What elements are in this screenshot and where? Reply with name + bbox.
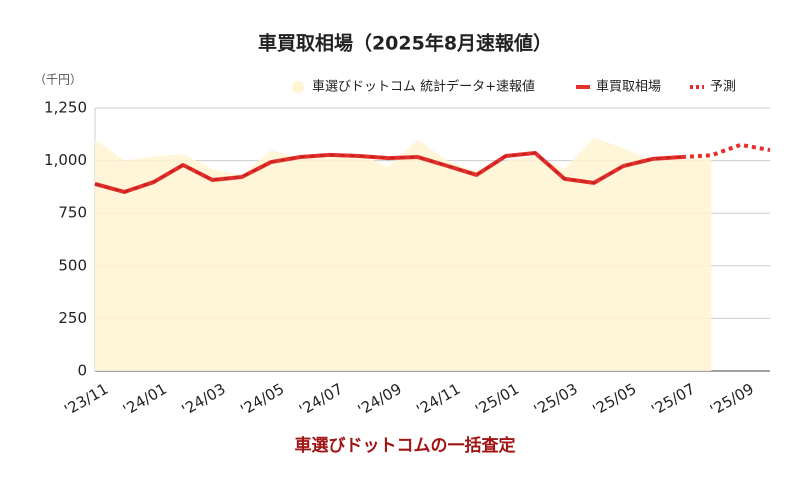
line-dash xyxy=(94,151,683,193)
y-tick-label: 1,250 xyxy=(44,99,87,117)
forecast-line xyxy=(681,142,771,160)
x-tick-label: '23/11 xyxy=(61,380,111,419)
area xyxy=(95,137,712,371)
y-tick-label: 0 xyxy=(77,362,87,380)
x-tick-label: '24/11 xyxy=(413,380,463,419)
y-tick-label: 750 xyxy=(58,204,87,222)
caption: 車選びドットコムの一括査定 xyxy=(295,435,516,456)
x-tick-label: '25/09 xyxy=(707,380,757,419)
x-tick-label: '25/07 xyxy=(648,380,698,419)
y-unit-label: （千円） xyxy=(34,73,82,87)
chart-title: 車買取相場（2025年8月速報値） xyxy=(258,32,552,55)
x-tick-label: '24/05 xyxy=(237,380,287,419)
x-tick-label: '25/05 xyxy=(589,380,639,419)
y-tick-label: 1,000 xyxy=(44,151,87,169)
legend-label: 車買取相場 xyxy=(596,80,661,95)
x-tick-label: '25/01 xyxy=(472,380,522,419)
legend-swatch xyxy=(292,81,304,93)
y-tick-label: 500 xyxy=(58,256,87,274)
x-tick-label: '24/03 xyxy=(179,380,229,419)
x-tick-label: '24/07 xyxy=(296,380,346,419)
x-tick-label: '24/01 xyxy=(120,380,170,419)
x-tick-label: '25/03 xyxy=(531,380,581,419)
x-tick-label: '24/09 xyxy=(355,380,405,419)
y-tick-label: 250 xyxy=(58,309,87,327)
legend-label: 予測 xyxy=(710,80,736,95)
legend-label: 車選びドットコム 統計データ+速報値 xyxy=(312,79,535,95)
